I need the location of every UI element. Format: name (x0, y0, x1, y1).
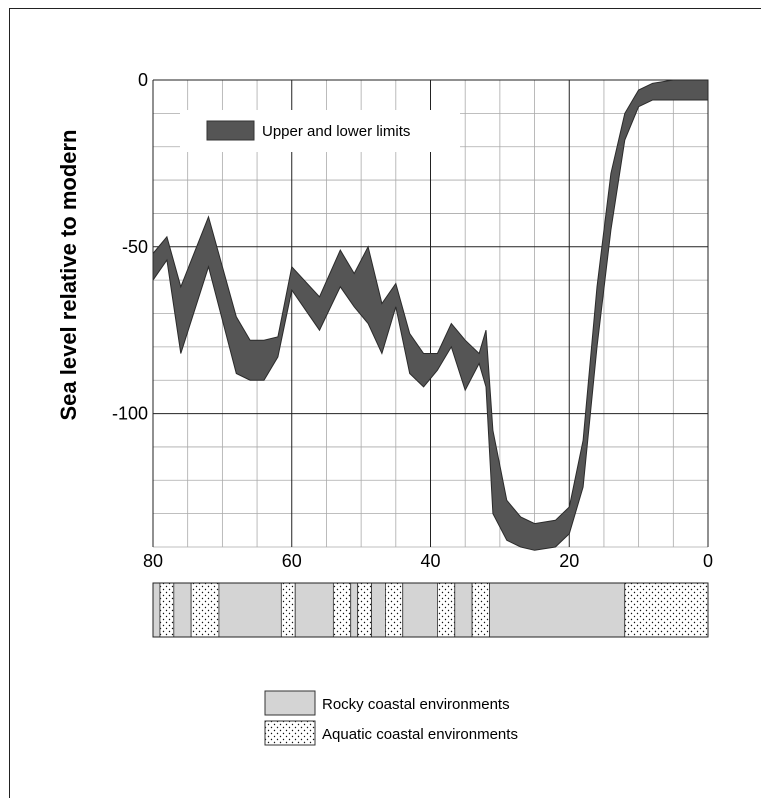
legend-label-rocky: Rocky coastal environments (322, 696, 510, 713)
strip-segment-rocky (173, 582, 192, 638)
strip-segment-aquatic (624, 582, 709, 638)
strip-segment-aquatic (190, 582, 220, 638)
strip-segment-rocky (489, 582, 626, 638)
strip-segment-aquatic (332, 582, 352, 638)
x-tick-label: 80 (143, 551, 163, 571)
strip-segment-aquatic (280, 582, 296, 638)
figure-frame (9, 8, 761, 798)
legend-swatch-rocky (264, 690, 316, 716)
strip-segment-aquatic (357, 582, 372, 638)
strip-border (152, 582, 709, 638)
y-tick-label: -50 (122, 237, 148, 257)
strip-segment-rocky (402, 582, 438, 638)
strip-segment-aquatic (437, 582, 456, 638)
series-band-upper-lower-limits (152, 79, 709, 551)
x-tick-label: 20 (559, 551, 579, 571)
chart-legend: Upper and lower limits (180, 110, 460, 152)
strip-segment-aquatic (471, 582, 490, 638)
y-tick-label: 0 (138, 70, 148, 90)
legend-label-upper-lower-limits: Upper and lower limits (262, 123, 410, 140)
y-tick-label: -100 (112, 404, 148, 424)
environment-strip (152, 582, 709, 638)
y-tick-labels: 0 -50 -100 (112, 70, 148, 424)
strip-segment-aquatic (385, 582, 404, 638)
y-axis-label: Sea level relative to modern (56, 129, 81, 420)
strip-segment-aquatic (159, 582, 175, 638)
x-tick-label: 60 (282, 551, 302, 571)
strip-segment-rocky (152, 582, 161, 638)
strip-segment-rocky (350, 582, 359, 638)
legend-swatch-aquatic (264, 720, 316, 746)
x-tick-label: 0 (703, 551, 713, 571)
major-grid (152, 79, 709, 547)
environment-legend: Rocky coastal environments Aquatic coast… (264, 690, 518, 746)
x-tick-labels: 80 60 40 20 0 (143, 551, 713, 571)
strip-segment-rocky (218, 582, 282, 638)
strip-segment-rocky (371, 582, 386, 638)
strip-segment-rocky (454, 582, 473, 638)
sea-level-band (152, 79, 709, 551)
strip-segment-rocky (294, 582, 334, 638)
legend-label-aquatic: Aquatic coastal environments (322, 726, 518, 743)
legend-swatch-upper-lower-limits (206, 120, 255, 141)
x-tick-label: 40 (420, 551, 440, 571)
